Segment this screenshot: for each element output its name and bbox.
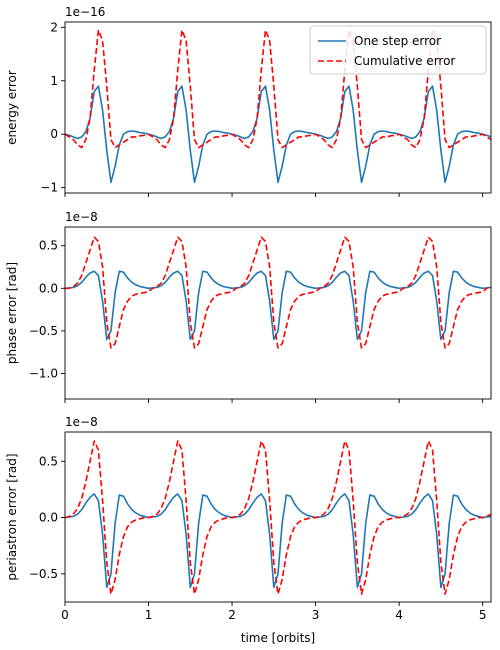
y-tick-label: 1: [50, 74, 58, 88]
y-tick-label: 0.5: [39, 454, 58, 468]
x-tick-label: 4: [395, 608, 403, 622]
y-axis-label: energy error: [5, 70, 19, 145]
y-tick-label: −1.0: [29, 366, 58, 380]
y-offset-label: 1e−16: [65, 5, 105, 19]
y-tick-label: 0.5: [39, 239, 58, 253]
x-tick-label: 5: [479, 608, 487, 622]
panel-3: −0.5 0.0 0.5 0 1 2 3 4 5 1e−8 periastron error [ra…: [5, 415, 492, 622]
y-tick-label: 2: [50, 20, 58, 34]
y-axis-label: phase error [rad]: [5, 262, 19, 364]
y-offset-label: 1e−8: [65, 210, 98, 224]
panel-1: −1 0 1 2 1e−16 energy error One step error Cumu…: [5, 5, 492, 197]
panel-2: −1.0 −0.5 0.0 0.5 1e−8 phase error [rad]: [5, 210, 492, 403]
x-axis-label: time [orbits]: [241, 631, 315, 645]
y-axis-label: periastron error [rad]: [5, 453, 19, 580]
legend-label: Cumulative error: [354, 54, 455, 68]
cumulative-error-line: [65, 236, 491, 349]
y-tick-label: −0.5: [29, 567, 58, 581]
x-tick-label: 1: [145, 608, 153, 622]
y-tick-label: −1: [40, 181, 58, 195]
legend-box: [309, 25, 487, 75]
y-tick-label: 0.0: [39, 511, 58, 525]
x-tick-label: 2: [228, 608, 236, 622]
y-tick-label: 0: [50, 127, 58, 141]
x-tick-label: 3: [312, 608, 320, 622]
y-tick-label: 0.0: [39, 281, 58, 295]
cumulative-error-line: [65, 440, 491, 595]
legend: One step error Cumulative error: [309, 25, 487, 75]
one-step-error-line: [65, 85, 491, 184]
x-tick-label: 0: [61, 608, 69, 622]
legend-label: One step error: [354, 34, 441, 48]
y-tick-label: −0.5: [29, 324, 58, 338]
one-step-error-line: [65, 270, 491, 341]
axes-frame: [64, 431, 492, 603]
axes-frame: [64, 226, 492, 400]
y-offset-label: 1e−8: [65, 415, 98, 429]
one-step-error-line: [65, 493, 491, 589]
axes-frame: [64, 21, 492, 194]
cumulative-error-line: [65, 29, 491, 149]
